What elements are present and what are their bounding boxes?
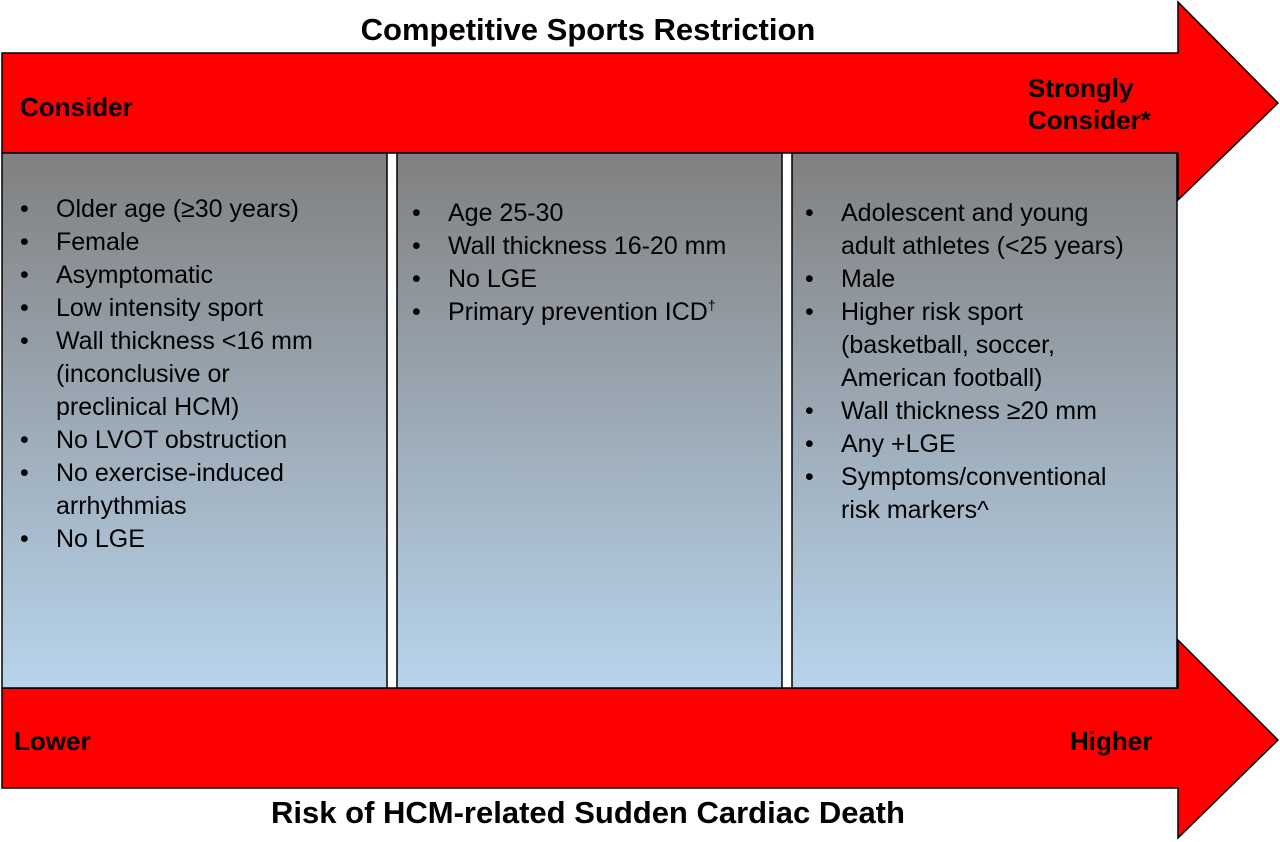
item-line: Asymptomatic <box>56 261 213 289</box>
item-line: No LVOT obstruction <box>56 426 288 454</box>
item-text: Symptoms/conventional risk markers^ <box>841 461 1106 527</box>
item-text: Adolescent and young adult athletes (<25 … <box>841 197 1124 263</box>
column-list: • Adolescent and young adult athletes (<25… <box>805 197 1124 527</box>
item-text: Higher risk sport (basketball, soccer, Ame… <box>841 296 1055 395</box>
right-label: Strongly Consider* <box>1028 72 1151 136</box>
list-item: • Adolescent and young adult athletes (<25… <box>805 197 1124 263</box>
item-line: Adolescent and young <box>841 199 1089 227</box>
item-text: Primary prevention ICD† <box>448 296 716 329</box>
label-line: Strongly <box>1028 73 1134 103</box>
item-line: Higher risk sport <box>841 298 1023 326</box>
item-line: Age 25-30 <box>448 199 564 227</box>
list-item: • Wall thickness ≥20 mm <box>805 395 1124 428</box>
bullet: • <box>20 228 29 256</box>
item-line: preclinical HCM) <box>56 393 240 421</box>
list-item: • No LGE <box>20 523 313 556</box>
item-line: Any +LGE <box>841 430 956 458</box>
column-box <box>791 152 1178 689</box>
list-item: • No LGE <box>412 263 726 296</box>
item-line: Wall thickness <16 mm <box>56 327 313 355</box>
item-text: Asymptomatic <box>56 259 213 292</box>
list-item: • Female <box>20 226 313 259</box>
left-label: Lower <box>14 726 91 756</box>
bullet: • <box>805 463 814 491</box>
item-text: Age 25-30 <box>448 197 563 230</box>
list-item: • Symptoms/conventional risk markers^ <box>805 461 1124 527</box>
bullet: • <box>412 298 421 326</box>
left-label: Consider <box>20 92 133 122</box>
list-item: • Asymptomatic <box>20 259 313 292</box>
right-label: Higher <box>1070 726 1153 756</box>
bullet: • <box>805 298 814 326</box>
list-item: • Older age (≥30 years) <box>20 193 313 226</box>
item-line: (inconclusive or <box>56 360 230 388</box>
bottom-title: Risk of HCM-related Sudden Cardiac Death <box>271 795 905 830</box>
item-line: No LGE <box>448 265 537 293</box>
list-item: • No exercise-induced arrhythmias <box>20 457 313 523</box>
item-text: No LGE <box>56 523 145 556</box>
item-line: No exercise-induced <box>56 459 284 487</box>
item-text: Wall thickness 16-20 mm <box>448 230 726 263</box>
item-line: Male <box>841 265 896 293</box>
item-line: Low intensity sport <box>56 294 264 322</box>
bullet: • <box>20 195 29 223</box>
superscript: † <box>707 297 716 313</box>
list-item: • Wall thickness <16 mm (inconclusive or pr… <box>20 325 313 424</box>
bullet: • <box>20 261 29 289</box>
bottom-arrow <box>1 638 1280 840</box>
item-line: Older age (≥30 years) <box>56 195 299 223</box>
item-text: Female <box>56 226 139 259</box>
list-item: • Any +LGE <box>805 428 1124 461</box>
item-text: Wall thickness ≥20 mm <box>841 395 1097 428</box>
bullet: • <box>412 199 421 227</box>
bullet: • <box>412 232 421 260</box>
top-title: Competitive Sports Restriction <box>360 12 816 47</box>
item-text: Wall thickness <16 mm (inconclusive or pre… <box>56 325 313 424</box>
item-line: Symptoms/conventional <box>841 463 1107 491</box>
bullet: • <box>805 430 814 458</box>
bullet: • <box>20 327 29 355</box>
item-line: adult athletes (<25 years) <box>841 232 1124 260</box>
bullet: • <box>805 199 814 227</box>
item-line: Female <box>56 228 140 256</box>
item-text: Low intensity sport <box>56 292 263 325</box>
item-line: arrhythmias <box>56 492 187 520</box>
bullet: • <box>412 265 421 293</box>
column-box <box>1 152 388 689</box>
list-item: • Primary prevention ICD† <box>412 296 726 329</box>
item-line: No LGE <box>56 525 145 553</box>
list-item: • Low intensity sport <box>20 292 313 325</box>
item-text: Male <box>841 263 895 296</box>
bullet: • <box>20 525 29 553</box>
bullet: • <box>20 294 29 322</box>
column-list: • Older age (≥30 years) • Female • Asymptomat… <box>20 193 313 556</box>
item-text: Older age (≥30 years) <box>56 193 299 226</box>
list-item: • Wall thickness 16-20 mm <box>412 230 726 263</box>
item-line: Primary prevention ICD† <box>448 297 716 326</box>
bullet: • <box>805 265 814 293</box>
item-line: risk markers^ <box>841 496 989 524</box>
item-line: Wall thickness 16-20 mm <box>448 232 727 260</box>
item-text: No LGE <box>448 263 537 296</box>
column-list: • Age 25-30 • Wall thickness 16-20 mm • No LG… <box>412 197 726 329</box>
list-item: • Higher risk sport (basketball, soccer, Am… <box>805 296 1124 395</box>
item-text: No LVOT obstruction <box>56 424 287 457</box>
bullet: • <box>20 426 29 454</box>
item-line: Wall thickness ≥20 mm <box>841 397 1097 425</box>
item-line: American football) <box>841 364 1043 392</box>
bullet: • <box>20 459 29 487</box>
item-text: No exercise-induced arrhythmias <box>56 457 284 523</box>
bullet: • <box>805 397 814 425</box>
list-item: • Age 25-30 <box>412 197 726 230</box>
list-item: • No LVOT obstruction <box>20 424 313 457</box>
item-text: Any +LGE <box>841 428 956 461</box>
list-item: • Male <box>805 263 1124 296</box>
column-box <box>396 152 783 689</box>
item-line: (basketball, soccer, <box>841 331 1055 359</box>
label-line: Consider* <box>1028 105 1151 135</box>
